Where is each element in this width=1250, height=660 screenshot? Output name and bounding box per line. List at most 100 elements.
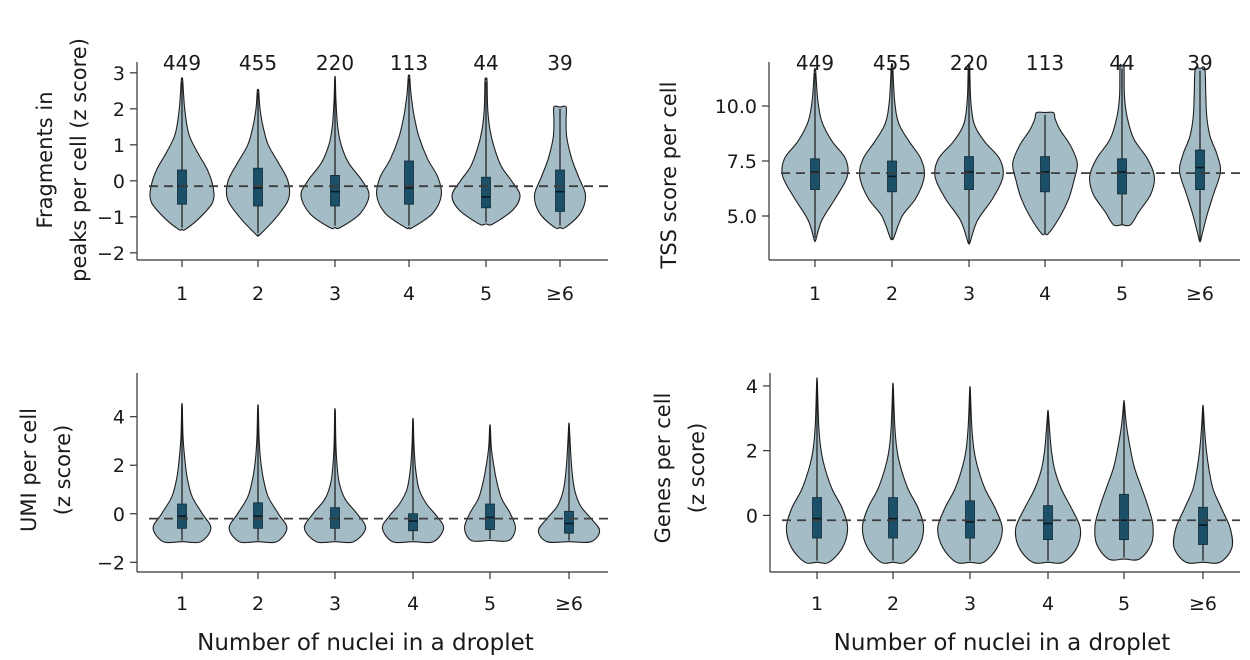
x-tick-label: 5 xyxy=(484,593,496,615)
x-tick-label: 4 xyxy=(403,283,415,305)
y-tick-label: 10.0 xyxy=(715,96,757,118)
count-label: 455 xyxy=(873,51,911,75)
violin-5 xyxy=(463,424,517,542)
y-tick-label: −2 xyxy=(97,243,125,265)
violin-≥6 xyxy=(1178,66,1222,243)
count-label: 44 xyxy=(473,51,498,75)
iqr-box xyxy=(408,513,418,532)
iqr-box xyxy=(1198,506,1208,545)
violin-3 xyxy=(937,386,1003,564)
x-tick-label: 5 xyxy=(1118,593,1130,615)
count-label: 39 xyxy=(547,51,572,75)
y-tick-label: 5.0 xyxy=(727,206,757,228)
y-tick-label: −2 xyxy=(97,552,125,574)
iqr-box xyxy=(330,174,340,207)
iqr-box xyxy=(555,169,565,212)
count-label: 449 xyxy=(796,51,834,75)
x-tick-label: 1 xyxy=(809,283,821,305)
y-axis-label: TSS score per cell xyxy=(657,82,681,270)
iqr-box xyxy=(812,497,822,539)
x-tick-label: 1 xyxy=(176,593,188,615)
x-tick-label: 5 xyxy=(1116,283,1128,305)
y-tick-label: 0 xyxy=(746,505,758,527)
y-tick-label: 2 xyxy=(113,99,125,121)
x-axis-title: Number of nuclei in a droplet xyxy=(834,630,1171,656)
violin-5 xyxy=(1089,63,1155,227)
x-tick-label: 5 xyxy=(480,283,492,305)
violin-3 xyxy=(934,63,1004,245)
x-tick-label: 2 xyxy=(887,593,899,615)
violin-1 xyxy=(785,377,849,564)
x-axis-title: Number of nuclei in a droplet xyxy=(197,630,534,656)
iqr-box xyxy=(1040,156,1050,193)
violin-1 xyxy=(781,68,849,243)
iqr-box xyxy=(1043,505,1053,541)
panel-bottom-left: −2 0 2 4 UMI per cell (z score) 1 2 3 4 5 ≥6 Number … xyxy=(17,373,608,656)
count-label: 220 xyxy=(950,51,988,75)
count-label: 113 xyxy=(1026,51,1064,75)
count-label: 220 xyxy=(316,51,354,75)
violin-2 xyxy=(861,382,925,564)
y-axis-label: Genes per cell xyxy=(651,393,675,544)
y-tick-label: 4 xyxy=(746,376,758,398)
y-axis-label: peaks per cell (z score) xyxy=(67,38,91,282)
violin-≥6 xyxy=(537,422,601,544)
iqr-box xyxy=(1195,149,1205,190)
iqr-box xyxy=(1119,493,1129,541)
y-tick-label: 3 xyxy=(113,63,125,85)
y-tick-label: 0 xyxy=(113,504,125,526)
x-tick-label: 1 xyxy=(811,593,823,615)
violin-2 xyxy=(228,404,288,544)
iqr-box xyxy=(404,160,414,205)
violin-1 xyxy=(152,403,212,544)
x-tick-label: 4 xyxy=(1042,593,1054,615)
iqr-box xyxy=(810,158,820,191)
violin-≥6 xyxy=(1172,404,1234,564)
y-tick-label: 0 xyxy=(113,171,125,193)
count-label: 449 xyxy=(163,51,201,75)
count-label: 455 xyxy=(239,51,277,75)
count-label: 39 xyxy=(1187,51,1212,75)
violin-1 xyxy=(149,77,215,231)
y-tick-label: 2 xyxy=(113,455,125,477)
violin-4 xyxy=(1014,409,1082,564)
count-label: 113 xyxy=(390,51,428,75)
y-axis-label: UMI per cell xyxy=(17,408,41,532)
x-tick-label: ≥6 xyxy=(1186,283,1214,305)
x-tick-label: 3 xyxy=(963,283,975,305)
x-tick-label: 3 xyxy=(329,283,341,305)
iqr-box xyxy=(564,510,574,534)
x-tick-label: 3 xyxy=(964,593,976,615)
x-tick-label: ≥6 xyxy=(1189,593,1217,615)
violin-2 xyxy=(858,63,926,241)
y-tick-label: 2 xyxy=(746,441,758,463)
violin-5 xyxy=(1094,399,1154,561)
violin-2 xyxy=(225,88,291,237)
violin-5 xyxy=(451,77,521,226)
iqr-box xyxy=(1117,158,1127,195)
x-tick-label: 3 xyxy=(329,593,341,615)
violin-4 xyxy=(381,417,445,544)
x-tick-label: ≥6 xyxy=(546,283,574,305)
y-tick-label: 1 xyxy=(113,135,125,157)
x-tick-label: 1 xyxy=(176,283,188,305)
x-tick-label: 2 xyxy=(252,283,264,305)
panel-top-left: −2 −1 0 1 2 3 Fragments in peaks per cell (z sc… xyxy=(33,38,608,305)
panel-top-right: 5.0 7.5 10.0 TSS score per cell 1 2 3 4 5 ≥6 449 45… xyxy=(657,51,1240,305)
x-tick-label: 2 xyxy=(252,593,264,615)
y-axis-label: (z score) xyxy=(685,423,709,514)
iqr-box xyxy=(253,167,263,207)
x-tick-label: ≥6 xyxy=(555,593,583,615)
iqr-box xyxy=(481,176,491,209)
y-tick-label: 7.5 xyxy=(727,151,757,173)
y-axis-label: Fragments in xyxy=(33,91,57,228)
panel-bottom-right: 0 2 4 Genes per cell (z score) 1 2 3 4 5 ≥6 Number … xyxy=(651,373,1240,656)
y-tick-label: 4 xyxy=(113,407,125,429)
violin-3 xyxy=(300,75,370,230)
violin-3 xyxy=(303,408,367,544)
x-tick-label: 2 xyxy=(886,283,898,305)
x-tick-label: 4 xyxy=(1039,283,1051,305)
iqr-box xyxy=(888,497,898,539)
violin-4 xyxy=(375,74,443,230)
